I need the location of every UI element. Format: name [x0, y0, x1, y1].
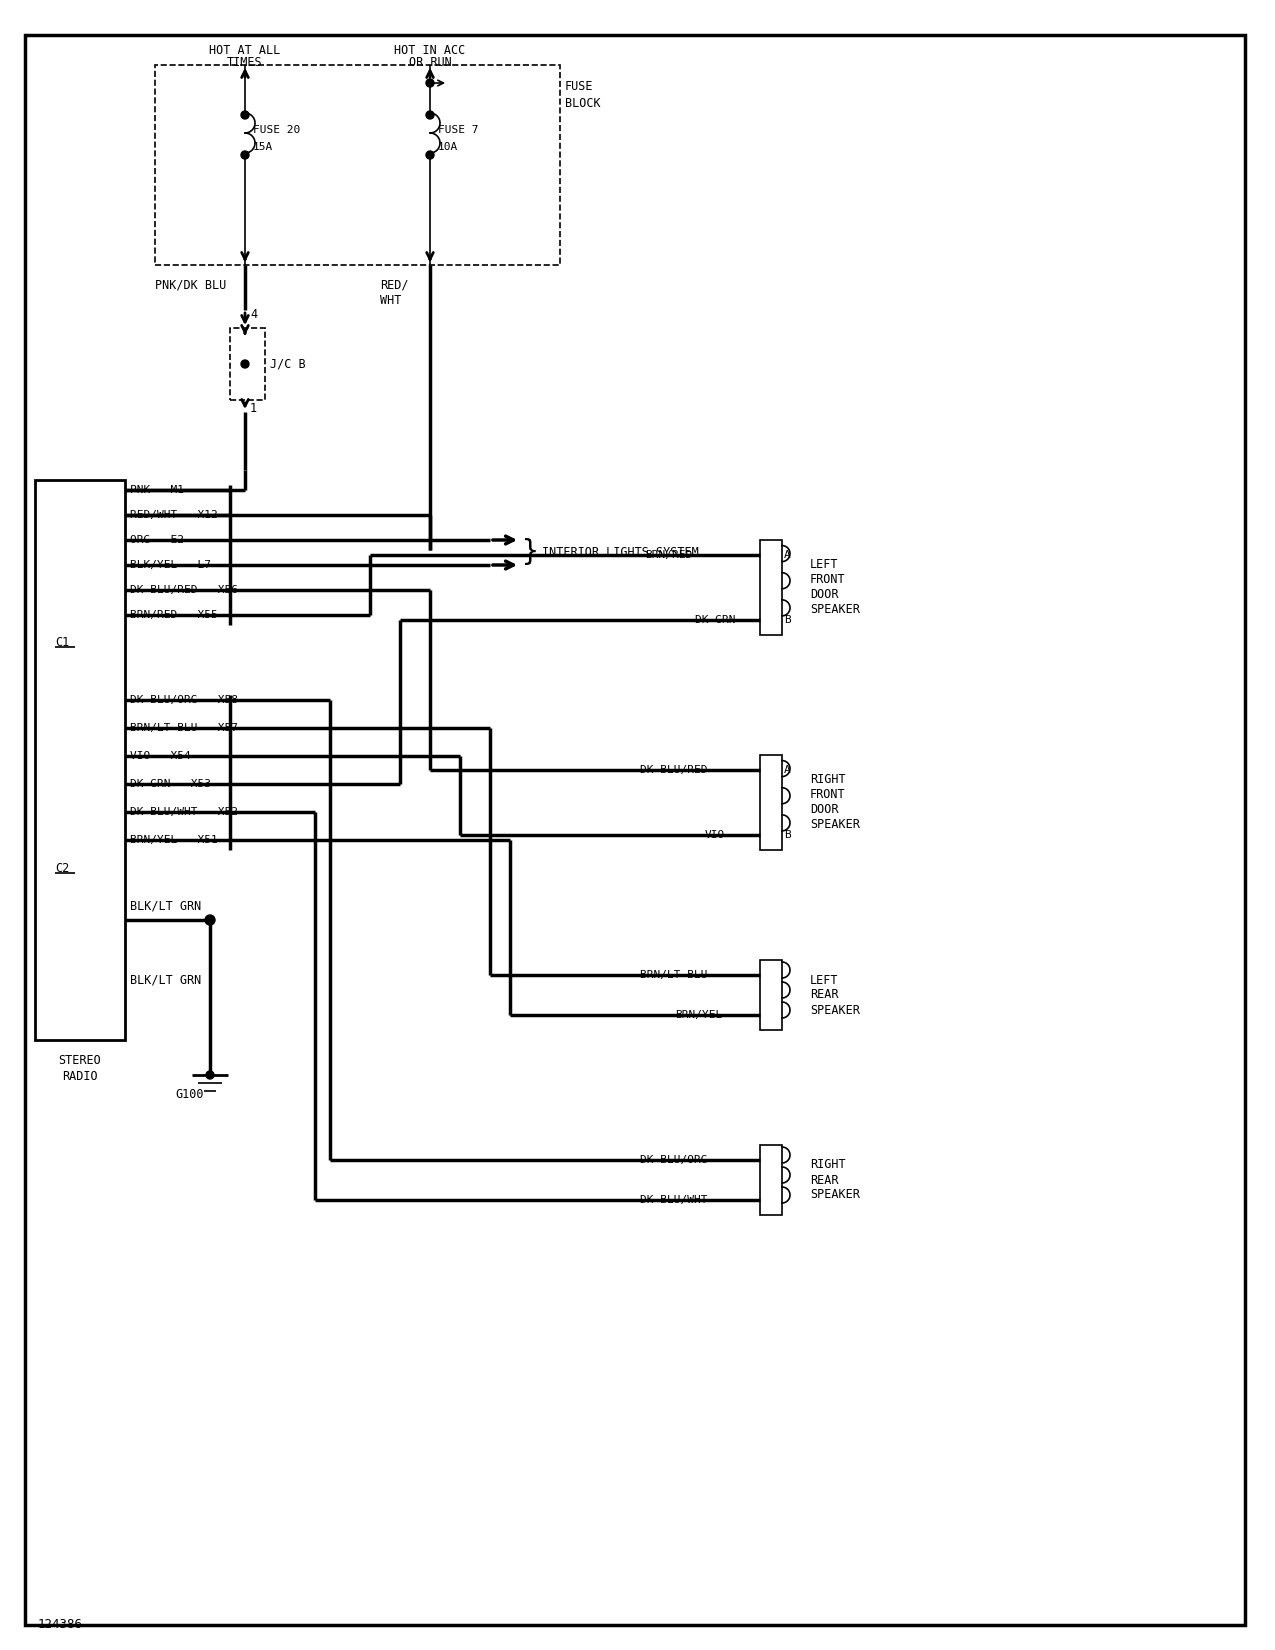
Text: FUSE 7: FUSE 7	[439, 125, 478, 135]
Text: BRN/RED   X55: BRN/RED X55	[130, 610, 218, 620]
Text: BRN/RED: BRN/RED	[645, 549, 692, 559]
Text: RADIO: RADIO	[62, 1069, 98, 1082]
Text: INTERIOR LIGHTS SYSTEM: INTERIOR LIGHTS SYSTEM	[542, 546, 699, 558]
Text: BLK/LT GRN: BLK/LT GRN	[130, 974, 201, 987]
Circle shape	[207, 1071, 214, 1079]
Bar	[156, 64, 560, 266]
Text: 15A: 15A	[252, 142, 273, 152]
Bar	[760, 756, 782, 850]
Bar	[230, 328, 265, 399]
Text: PNK   M1: PNK M1	[130, 485, 184, 495]
Text: BLOCK: BLOCK	[565, 97, 601, 111]
Text: VIO   X54: VIO X54	[130, 751, 191, 761]
Text: DK BLU/WHT   X52: DK BLU/WHT X52	[130, 807, 238, 817]
Circle shape	[426, 111, 434, 119]
Circle shape	[241, 360, 249, 368]
Circle shape	[426, 79, 434, 87]
Text: TIMES: TIMES	[227, 56, 263, 69]
Text: PNK/DK BLU: PNK/DK BLU	[156, 279, 226, 292]
Text: FUSE: FUSE	[565, 79, 593, 92]
Circle shape	[205, 916, 215, 926]
Text: STEREO: STEREO	[59, 1053, 102, 1066]
Text: DK GRN: DK GRN	[695, 615, 736, 625]
Circle shape	[241, 111, 249, 119]
Text: DK BLU/RED   X56: DK BLU/RED X56	[130, 586, 238, 596]
Bar	[760, 540, 782, 635]
Bar	[760, 1145, 782, 1214]
Text: B: B	[784, 615, 790, 625]
Text: C1: C1	[55, 635, 69, 648]
Text: A: A	[784, 766, 790, 775]
Text: BRN/YEL   X51: BRN/YEL X51	[130, 835, 218, 845]
Text: DK BLU/ORG   X58: DK BLU/ORG X58	[130, 695, 238, 705]
Circle shape	[426, 152, 434, 158]
Text: LEFT
REAR
SPEAKER: LEFT REAR SPEAKER	[810, 974, 859, 1016]
Text: RED/: RED/	[380, 279, 408, 292]
Text: A: A	[784, 549, 790, 559]
Text: C2: C2	[55, 861, 69, 875]
Text: BRN/LT BLU: BRN/LT BLU	[640, 970, 708, 980]
Text: BLK/YEL   L7: BLK/YEL L7	[130, 559, 210, 569]
Text: DK BLU/WHT: DK BLU/WHT	[640, 1195, 708, 1204]
Bar	[760, 960, 782, 1030]
Text: BRN/LT BLU   X57: BRN/LT BLU X57	[130, 723, 238, 733]
Text: 10A: 10A	[439, 142, 458, 152]
Text: OR RUN: OR RUN	[408, 56, 451, 69]
Text: BRN/YEL: BRN/YEL	[674, 1010, 722, 1020]
Text: DK GRN   X53: DK GRN X53	[130, 779, 210, 789]
Text: DK BLU/RED: DK BLU/RED	[640, 766, 708, 775]
Text: HOT IN ACC: HOT IN ACC	[394, 43, 465, 56]
Text: RIGHT
FRONT
DOOR
SPEAKER: RIGHT FRONT DOOR SPEAKER	[810, 772, 859, 832]
Text: DK BLU/ORG: DK BLU/ORG	[640, 1155, 708, 1165]
Text: RED/WHT   X12: RED/WHT X12	[130, 510, 218, 520]
Text: FUSE 20: FUSE 20	[252, 125, 300, 135]
Text: 4: 4	[250, 309, 258, 322]
Text: 1: 1	[250, 401, 258, 414]
Text: }: }	[521, 538, 539, 566]
Text: RIGHT
REAR
SPEAKER: RIGHT REAR SPEAKER	[810, 1158, 859, 1201]
Text: ORG   E2: ORG E2	[130, 535, 184, 544]
Text: B: B	[784, 830, 790, 840]
Circle shape	[241, 152, 249, 158]
Text: 124386: 124386	[38, 1619, 83, 1632]
Text: WHT: WHT	[380, 294, 402, 307]
Text: BLK/LT GRN: BLK/LT GRN	[130, 899, 201, 912]
Text: VIO: VIO	[705, 830, 725, 840]
Text: LEFT
FRONT
DOOR
SPEAKER: LEFT FRONT DOOR SPEAKER	[810, 558, 859, 615]
Text: HOT AT ALL: HOT AT ALL	[209, 43, 280, 56]
Bar	[34, 480, 125, 1040]
Text: G100: G100	[175, 1089, 204, 1102]
Text: J/C B: J/C B	[270, 358, 306, 371]
